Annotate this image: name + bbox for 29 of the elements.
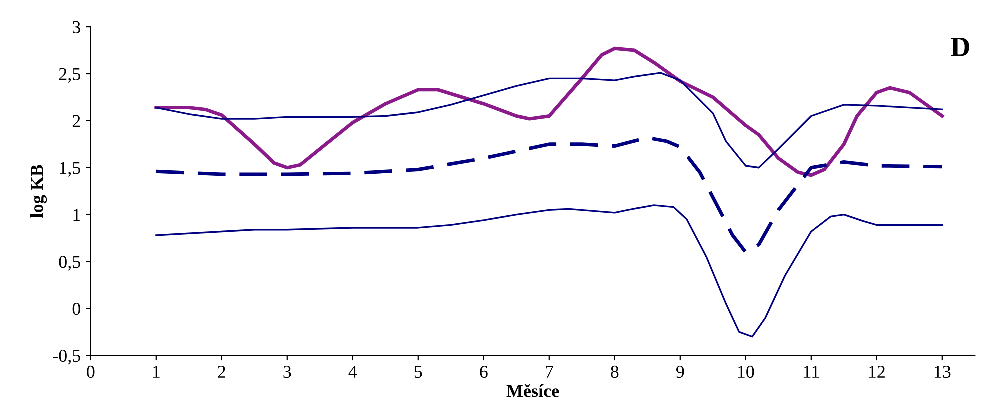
y-tick-label: 2,5: [59, 68, 80, 84]
x-tick-label: 10: [738, 366, 754, 378]
x-tick-label: 12: [869, 366, 885, 378]
annotation: D: [951, 38, 970, 56]
y-tick-label: 0,5: [59, 256, 80, 271]
x-tick-label: 2: [218, 366, 226, 378]
y-tick-label: 3: [73, 21, 80, 34]
x-tick-label: 1: [153, 366, 160, 378]
line-series: [154, 136, 944, 254]
x-axis-title: Měsíce: [506, 384, 560, 398]
y-tick-label: -0,5: [53, 350, 80, 365]
y-tick-label: 1,5: [60, 162, 80, 177]
y-axis-title: log KB: [30, 165, 48, 218]
x-tick-label: 4: [348, 366, 358, 378]
y-tick-label: 1: [74, 209, 80, 222]
y-tick-label: 2: [72, 115, 80, 128]
line-series: [154, 46, 944, 178]
x-tick-label: 6: [480, 366, 488, 378]
x-tick-label: 13: [934, 366, 951, 378]
line-series: [156, 72, 944, 169]
y-tick-label: 0: [72, 302, 80, 316]
x-tick-label: 5: [414, 366, 422, 378]
x-tick-label: 0: [87, 366, 95, 378]
x-tick-label: 9: [676, 366, 684, 378]
line-series: [156, 204, 944, 338]
x-tick-label: 7: [546, 366, 554, 378]
x-tick-label: 3: [284, 366, 292, 378]
x-tick-label: 11: [804, 366, 820, 378]
x-tick-label: 8: [611, 366, 619, 378]
